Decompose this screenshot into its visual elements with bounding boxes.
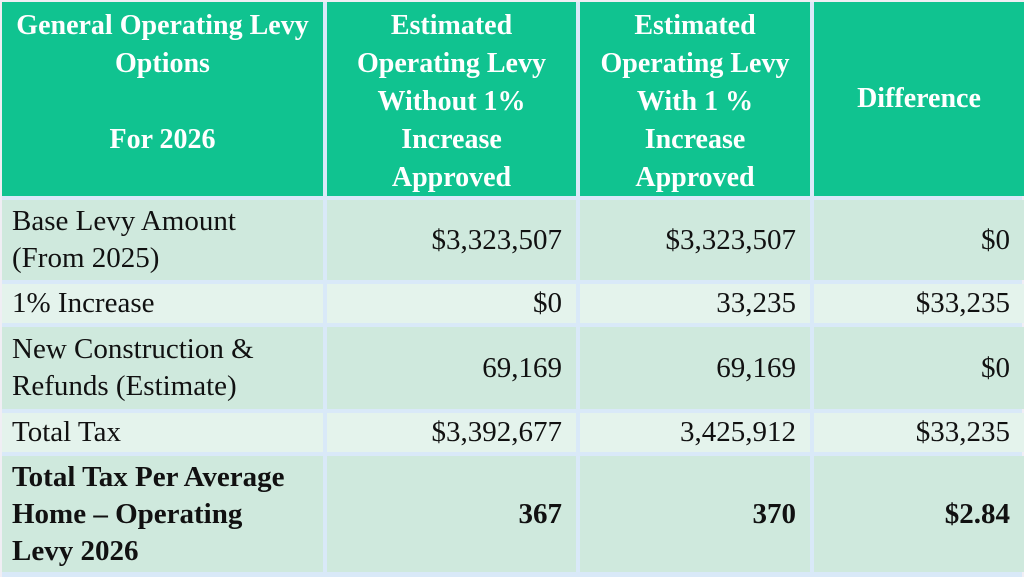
header-estimated-levy-without-increase: Estimated Operating Levy Without 1% Incr… xyxy=(327,2,576,196)
header-estimated-levy-with-increase: Estimated Operating Levy With 1 % Increa… xyxy=(580,2,810,196)
cell-total-tax-without-increase: $3,392,677 xyxy=(327,413,576,452)
row-label-one-percent-increase: 1% Increase xyxy=(2,284,323,323)
cell-total-tax-difference: $33,235 xyxy=(814,413,1024,452)
cell-base-levy-with-increase: $3,323,507 xyxy=(580,200,810,280)
cell-increase-without-increase: $0 xyxy=(327,284,576,323)
row-label-base-levy-amount: Base Levy Amount (From 2025) xyxy=(2,200,323,280)
row-label-total-tax: Total Tax xyxy=(2,413,323,452)
row-label-total-tax-per-average-home: Total Tax Per Average Home – Operating L… xyxy=(2,456,323,572)
cell-construction-difference: $0 xyxy=(814,327,1024,409)
cell-per-home-with-increase: 370 xyxy=(580,456,810,572)
cell-base-levy-difference: $0 xyxy=(814,200,1024,280)
row-label-new-construction-refunds: New Construction & Refunds (Estimate) xyxy=(2,327,323,409)
cell-base-levy-without-increase: $3,323,507 xyxy=(327,200,576,280)
cell-total-tax-with-increase: 3,425,912 xyxy=(580,413,810,452)
cell-per-home-without-increase: 367 xyxy=(327,456,576,572)
cell-increase-difference: $33,235 xyxy=(814,284,1024,323)
cell-construction-without-increase: 69,169 xyxy=(327,327,576,409)
header-general-operating-levy-options: General Operating Levy Options For 2026 xyxy=(2,2,323,196)
cell-increase-with-increase: 33,235 xyxy=(580,284,810,323)
cell-construction-with-increase: 69,169 xyxy=(580,327,810,409)
cell-per-home-difference: $2.84 xyxy=(814,456,1024,572)
header-difference: Difference xyxy=(814,2,1024,196)
